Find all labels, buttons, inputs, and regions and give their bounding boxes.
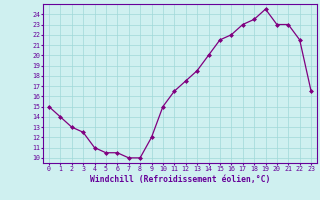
X-axis label: Windchill (Refroidissement éolien,°C): Windchill (Refroidissement éolien,°C) — [90, 175, 270, 184]
